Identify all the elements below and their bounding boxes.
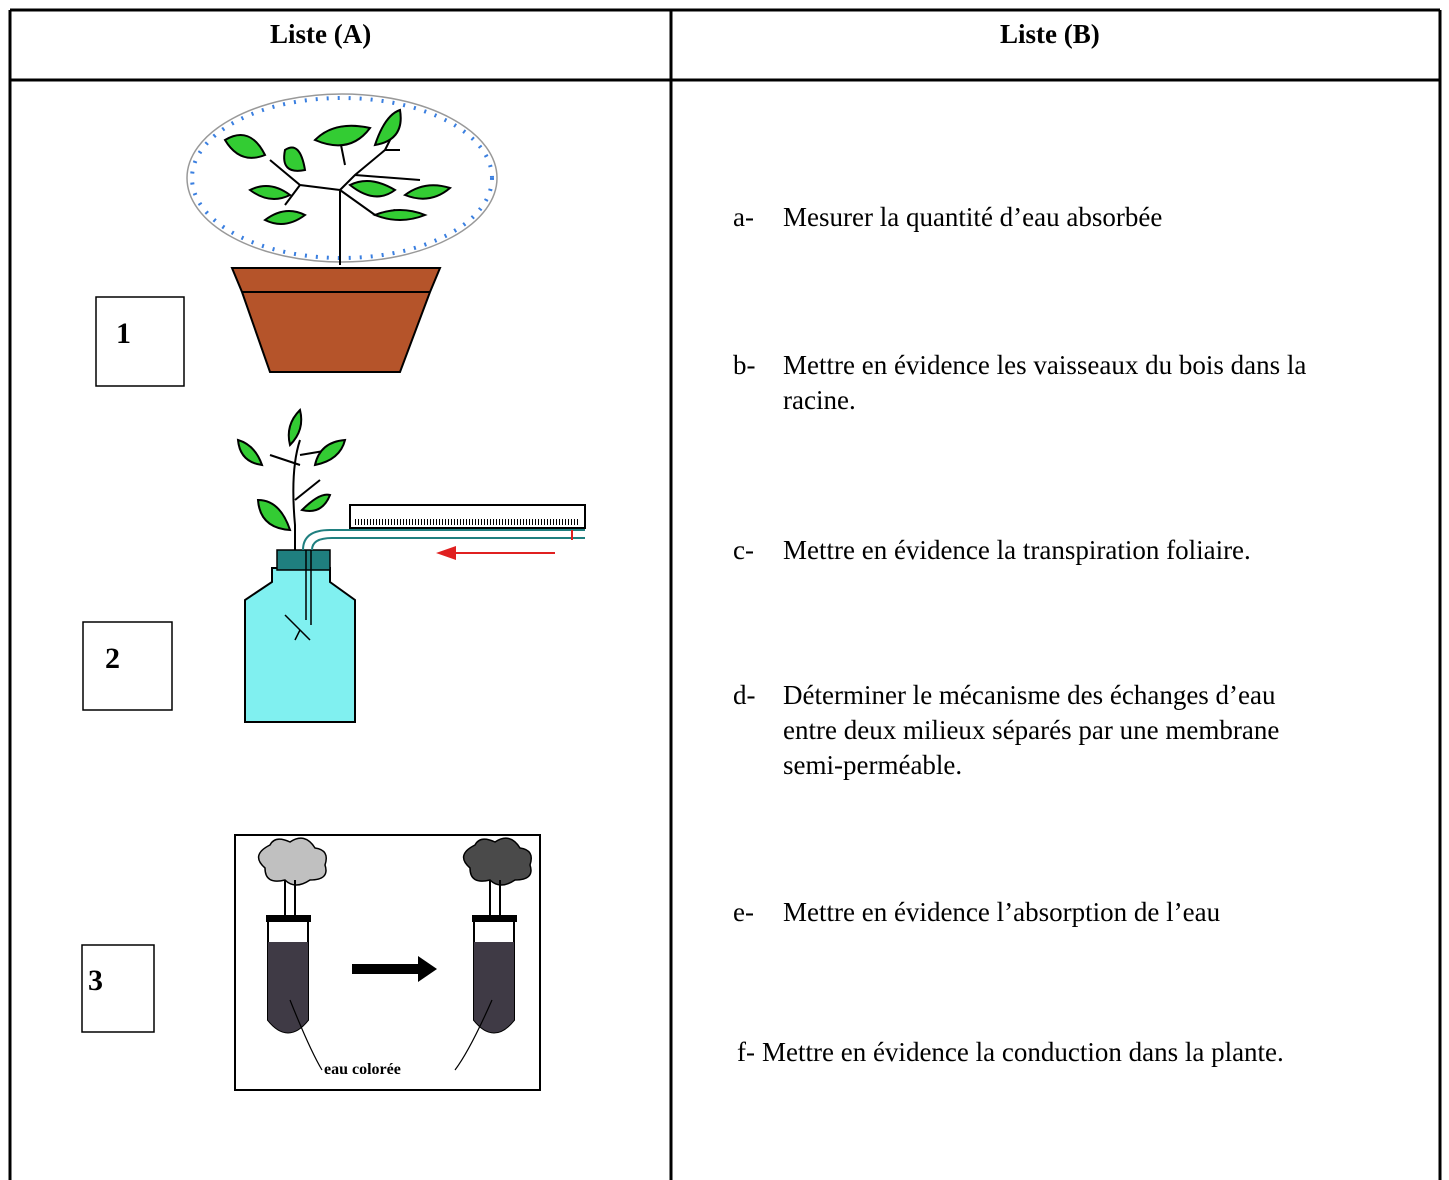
leaf [402, 184, 453, 200]
flower-coloured [462, 837, 532, 886]
item-text: semi-perméable. [783, 750, 963, 780]
item-marker: f- [737, 1037, 755, 1067]
leaf [236, 438, 264, 467]
item-text: entre deux milieux séparés par une membr… [783, 715, 1280, 745]
illustration-bell-plant [186, 93, 498, 373]
leaf [372, 209, 428, 221]
item-number: 3 [88, 964, 103, 997]
leaf [263, 210, 307, 225]
leaves [223, 108, 453, 225]
item-text: Mettre en évidence la transpiration foli… [783, 535, 1251, 565]
stems [284, 880, 501, 925]
leaf [223, 134, 267, 159]
root [284, 550, 312, 641]
leaf [283, 146, 307, 172]
leaf [256, 498, 292, 532]
stopper [472, 915, 517, 922]
bell [186, 93, 498, 263]
arrow-head [436, 546, 456, 560]
figure-label: eau colorée [324, 1061, 401, 1078]
item-marker: b- [733, 350, 756, 380]
flower-white [257, 837, 327, 886]
droplets [190, 96, 494, 260]
table-borders [8, 8, 1442, 1180]
leaf [313, 124, 372, 147]
stem [269, 439, 331, 570]
item-text: Mettre en évidence l’absorption de l’eau [783, 897, 1221, 927]
item-number: 1 [116, 317, 131, 350]
coloured-water [268, 942, 308, 1033]
illustration-coloured-water [234, 834, 541, 1091]
leaf [248, 185, 292, 200]
leaf [287, 408, 303, 447]
item-text: Mesurer la quantité d’eau absorbée [783, 202, 1163, 232]
pot [230, 267, 442, 373]
bottle-cap [276, 549, 331, 571]
item-marker: e- [733, 897, 754, 927]
leaf [348, 180, 397, 198]
leaf [373, 108, 402, 147]
item-text: Mettre en évidence les vaisseaux du bois… [783, 350, 1307, 380]
item-number: 2 [105, 642, 120, 675]
number-box [95, 296, 185, 387]
leaves [236, 408, 347, 532]
item-marker: a- [733, 202, 754, 232]
item-text: Mettre en évidence la conduction dans la… [762, 1037, 1284, 1067]
header: Liste (A) [270, 19, 372, 49]
number-box [81, 944, 155, 1033]
coloured-water [474, 942, 514, 1033]
pointer-lines [289, 999, 493, 1071]
stopper [266, 915, 311, 922]
leaf [313, 438, 347, 467]
item-text: Déterminer le mécanisme des échanges d’e… [783, 680, 1276, 710]
tube [302, 529, 585, 551]
item-marker: d- [733, 680, 756, 710]
bottle [244, 567, 356, 723]
item-marker: c- [733, 535, 754, 565]
arrow [352, 956, 437, 982]
header: Liste (B) [1000, 19, 1100, 49]
illustration-potometer [236, 408, 586, 723]
number-box [82, 621, 173, 711]
item-text: racine. [783, 385, 856, 415]
leaf [300, 493, 332, 512]
